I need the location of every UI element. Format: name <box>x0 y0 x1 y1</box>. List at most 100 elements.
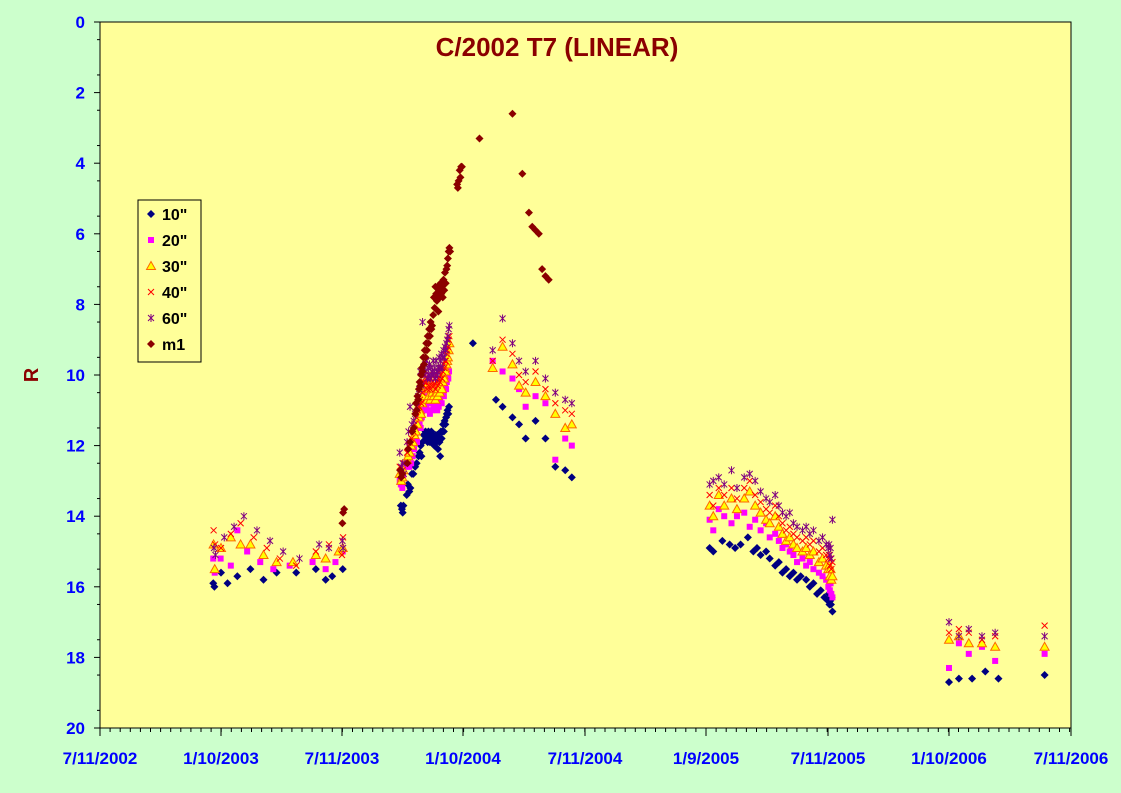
axis-ticks: 0 2 4 6 8 10 12 14 16 18 20 7/11/2002 1/10/2003 7/11/… <box>63 13 1109 768</box>
data-point <box>757 487 764 496</box>
data-point <box>406 463 413 470</box>
data-point <box>773 521 785 531</box>
data-point <box>446 247 455 256</box>
data-point <box>497 341 508 351</box>
data-point <box>339 536 346 545</box>
data-point <box>424 407 431 414</box>
data-point <box>475 134 484 143</box>
y-tick-label: 10 <box>66 366 85 385</box>
data-point <box>946 664 952 671</box>
data-point <box>434 407 441 414</box>
data-point <box>434 307 443 316</box>
data-point <box>715 473 723 482</box>
legend-marker <box>145 260 157 270</box>
data-point <box>246 565 255 574</box>
data-point <box>441 420 450 429</box>
data-point <box>793 522 801 531</box>
legend-label: m1 <box>162 337 185 354</box>
data-point <box>412 406 421 415</box>
data-point <box>752 516 759 523</box>
data-point <box>827 543 834 552</box>
data-point <box>328 572 337 581</box>
data-point <box>419 318 426 327</box>
data-point <box>817 553 828 563</box>
data-point <box>989 641 1001 651</box>
data-point <box>515 371 523 379</box>
x-tick-label: 1/10/2003 <box>183 749 259 768</box>
data-point <box>766 534 773 541</box>
data-point <box>721 513 728 520</box>
data-point <box>217 568 225 577</box>
data-point <box>751 491 759 499</box>
data-point <box>809 579 818 588</box>
data-point <box>417 452 426 461</box>
data-point <box>827 570 838 581</box>
legend-label: 40" <box>162 285 187 302</box>
data-point <box>322 566 329 573</box>
x-tick-label: 7/11/2006 <box>1034 749 1109 768</box>
data-point <box>726 493 737 503</box>
series-10 <box>209 339 1049 687</box>
data-point <box>715 484 723 492</box>
data-point <box>438 293 447 302</box>
data-point <box>542 400 549 407</box>
data-point <box>709 547 718 556</box>
data-point <box>810 526 817 535</box>
data-point <box>270 566 277 573</box>
data-point <box>515 356 523 365</box>
data-point <box>802 522 810 531</box>
data-point <box>551 462 560 471</box>
data-point <box>542 385 549 393</box>
data-point <box>321 575 330 584</box>
data-point <box>731 543 740 552</box>
data-point <box>551 399 559 407</box>
data-point <box>440 353 448 362</box>
data-point <box>508 413 517 422</box>
data-point <box>442 346 450 355</box>
data-point <box>532 368 539 375</box>
data-point <box>552 456 559 463</box>
data-point <box>210 543 218 552</box>
legend-label: 60" <box>162 311 187 328</box>
data-point <box>438 375 446 382</box>
y-tick-label: 0 <box>76 13 85 32</box>
data-point <box>943 634 955 644</box>
data-point <box>718 500 730 510</box>
data-point <box>287 556 299 567</box>
legend-marker <box>147 288 155 296</box>
data-point <box>779 544 786 551</box>
data-point <box>757 527 764 534</box>
data-point <box>399 459 407 468</box>
data-point <box>259 575 268 584</box>
data-point <box>774 558 783 567</box>
data-point <box>509 375 516 382</box>
data-point <box>771 491 779 500</box>
data-point <box>775 537 782 544</box>
data-point <box>752 543 761 552</box>
data-point <box>561 466 570 475</box>
y-axis-label: R <box>21 367 43 382</box>
legend-label: 20" <box>162 233 187 250</box>
y-tick-label: 8 <box>76 295 85 314</box>
data-point <box>796 572 805 581</box>
data-point <box>1041 650 1048 657</box>
data-point <box>312 548 320 555</box>
legend-marker <box>148 237 154 243</box>
data-point <box>340 505 349 514</box>
data-point <box>540 390 551 401</box>
data-point <box>710 527 717 534</box>
data-point <box>410 416 418 425</box>
data-point <box>409 423 418 432</box>
data-point <box>738 493 750 503</box>
data-point <box>406 402 414 411</box>
data-point <box>799 555 806 562</box>
data-point <box>779 519 786 527</box>
legend-box <box>137 199 202 363</box>
data-point <box>498 402 507 411</box>
data-point <box>223 579 232 588</box>
data-point <box>456 173 465 182</box>
data-point <box>709 476 717 485</box>
data-point <box>434 371 441 379</box>
data-point <box>414 439 421 446</box>
data-point <box>945 618 953 627</box>
